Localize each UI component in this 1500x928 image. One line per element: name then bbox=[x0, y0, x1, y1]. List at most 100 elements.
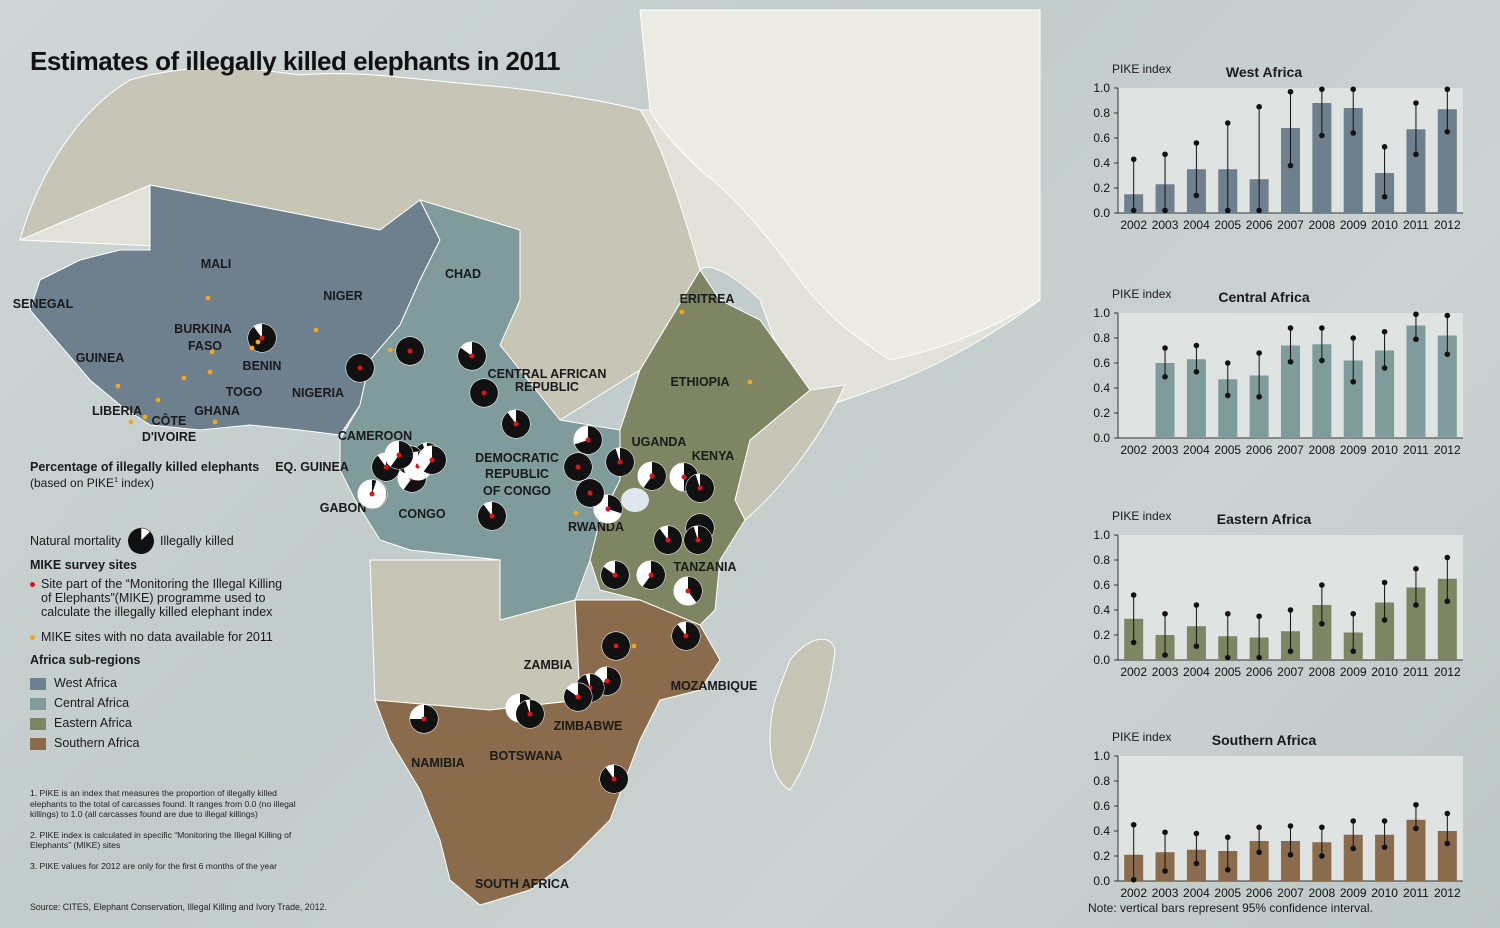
mike-site-pie bbox=[457, 341, 487, 371]
x-tick-label: 2009 bbox=[1340, 665, 1367, 679]
country-label: BOTSWANA bbox=[490, 749, 563, 763]
country-label: SENEGAL bbox=[13, 297, 74, 311]
mike-site-pie bbox=[575, 478, 605, 508]
x-tick-label: 2007 bbox=[1277, 443, 1304, 457]
x-tick-label: 2011 bbox=[1403, 218, 1429, 232]
bar bbox=[1406, 819, 1426, 881]
y-tick-label: 0.8 bbox=[1093, 331, 1110, 345]
ci-high-dot bbox=[1193, 602, 1200, 608]
ci-high-dot bbox=[1381, 579, 1388, 586]
ci-high-dot bbox=[1413, 311, 1419, 318]
chart-svg: 0.0 0.2 0.4 0.6 0.8 1.0 2002 2003 2004 2005 2006 20… bbox=[1093, 528, 1463, 679]
bar bbox=[1281, 345, 1300, 438]
ci-low-dot bbox=[1287, 648, 1294, 655]
ci-high-dot bbox=[1287, 823, 1294, 829]
mike-nodata-dot bbox=[115, 383, 121, 389]
y-tick-label: 1.0 bbox=[1093, 528, 1110, 542]
country-label: NIGERIA bbox=[292, 386, 344, 400]
x-tick-label: 2005 bbox=[1214, 218, 1241, 232]
chart-title: West Africa bbox=[1225, 64, 1303, 80]
mike-site-pie bbox=[515, 699, 545, 729]
mike-site-pie bbox=[395, 336, 425, 366]
legend-mike-nodata: MIKE sites with no data available for 20… bbox=[30, 630, 273, 644]
legend-natural-mortality: Natural mortality bbox=[30, 534, 121, 548]
x-tick-label: 2006 bbox=[1246, 886, 1273, 900]
ci-high-dot bbox=[1444, 86, 1451, 93]
bar bbox=[1406, 587, 1426, 660]
chart-svg: 0.0 0.2 0.4 0.6 0.8 1.0 2002 2003 2004 2005 2006 20… bbox=[1093, 306, 1463, 457]
ci-low-dot bbox=[1162, 868, 1168, 874]
ci-high-dot bbox=[1224, 120, 1231, 126]
ci-high-dot bbox=[1381, 328, 1388, 335]
mike-nodata-dot bbox=[205, 295, 211, 301]
mike-site-pie bbox=[673, 576, 703, 606]
bar bbox=[1375, 602, 1395, 660]
mike-nodata-dot bbox=[212, 419, 218, 425]
x-tick-label: 2004 bbox=[1183, 886, 1210, 900]
chart-ylabel: PIKE index bbox=[1112, 509, 1172, 523]
legend-region-southern: Southern Africa bbox=[30, 736, 139, 750]
x-tick-label: 2008 bbox=[1309, 443, 1336, 457]
legend-mike-site: Site part of the “Monitoring the Illegal… bbox=[30, 577, 282, 619]
legend-regions-heading: Africa sub-regions bbox=[30, 653, 141, 667]
bar bbox=[1437, 109, 1457, 213]
mike-nodata-dot bbox=[387, 347, 393, 353]
ci-low-dot bbox=[1193, 192, 1200, 199]
bar bbox=[1155, 363, 1175, 438]
ci-low-dot bbox=[1381, 617, 1388, 623]
bar bbox=[1312, 842, 1332, 881]
x-tick-label: 2002 bbox=[1120, 443, 1147, 457]
country-label: BENIN bbox=[243, 359, 282, 373]
bar bbox=[1343, 108, 1363, 213]
ci-low-dot bbox=[1193, 643, 1200, 650]
chart-svg: 0.0 0.2 0.4 0.6 0.8 1.0 2002 2003 2004 2005 2006 20… bbox=[1093, 81, 1463, 232]
country-label: ERITREA bbox=[680, 292, 735, 306]
ci-high-dot bbox=[1224, 360, 1231, 366]
y-tick-label: 0.6 bbox=[1093, 356, 1110, 370]
y-tick-label: 0.0 bbox=[1093, 431, 1110, 445]
mike-nodata-dot bbox=[155, 397, 161, 403]
y-tick-label: 0.0 bbox=[1093, 874, 1110, 888]
mike-site-pie bbox=[247, 323, 277, 353]
ci-high-dot bbox=[1162, 345, 1168, 351]
country-label: D'IVOIRE bbox=[142, 430, 196, 444]
ci-low-dot bbox=[1350, 845, 1357, 852]
legend-heading: Percentage of illegally killed elephants bbox=[30, 460, 260, 474]
x-tick-label: 2006 bbox=[1246, 218, 1273, 232]
ci-low-dot bbox=[1256, 393, 1262, 400]
ci-low-dot bbox=[1319, 132, 1325, 139]
mike-site-pie bbox=[683, 525, 713, 555]
y-tick-label: 0.4 bbox=[1093, 603, 1110, 617]
ci-high-dot bbox=[1193, 830, 1200, 837]
mike-nodata-dot bbox=[573, 510, 579, 516]
mike-nodata-dot bbox=[255, 339, 261, 345]
bar bbox=[1437, 335, 1457, 438]
ci-high-dot bbox=[1224, 610, 1231, 617]
madagascar bbox=[769, 638, 836, 791]
country-label: NAMIBIA bbox=[411, 756, 464, 770]
mike-site-pie bbox=[409, 704, 439, 734]
x-tick-label: 2006 bbox=[1246, 443, 1273, 457]
x-tick-label: 2012 bbox=[1434, 886, 1461, 900]
x-tick-label: 2010 bbox=[1371, 665, 1398, 679]
footnote-1: 1. PIKE is an index that measures the pr… bbox=[30, 788, 296, 819]
x-tick-label: 2003 bbox=[1152, 443, 1179, 457]
ci-low-dot bbox=[1413, 602, 1419, 608]
country-label: CÔTE bbox=[152, 413, 187, 428]
mike-site-pie bbox=[573, 425, 603, 455]
ci-low-dot bbox=[1256, 207, 1262, 214]
x-tick-label: 2009 bbox=[1340, 443, 1367, 457]
x-tick-label: 2012 bbox=[1434, 665, 1461, 679]
y-tick-label: 0.0 bbox=[1093, 206, 1110, 220]
y-tick-label: 0.6 bbox=[1093, 131, 1110, 145]
x-tick-label: 2005 bbox=[1214, 886, 1241, 900]
x-tick-label: 2008 bbox=[1309, 886, 1336, 900]
country-label: LIBERIA bbox=[92, 404, 142, 418]
ci-high-dot bbox=[1319, 325, 1325, 331]
ci-high-dot bbox=[1256, 824, 1262, 831]
ci-note: Note: vertical bars represent 95% confid… bbox=[1088, 901, 1373, 915]
chart-title: Eastern Africa bbox=[1216, 511, 1312, 527]
mike-site-pie bbox=[600, 560, 630, 590]
mike-site-pie bbox=[671, 621, 701, 651]
ci-low-dot bbox=[1162, 373, 1168, 380]
